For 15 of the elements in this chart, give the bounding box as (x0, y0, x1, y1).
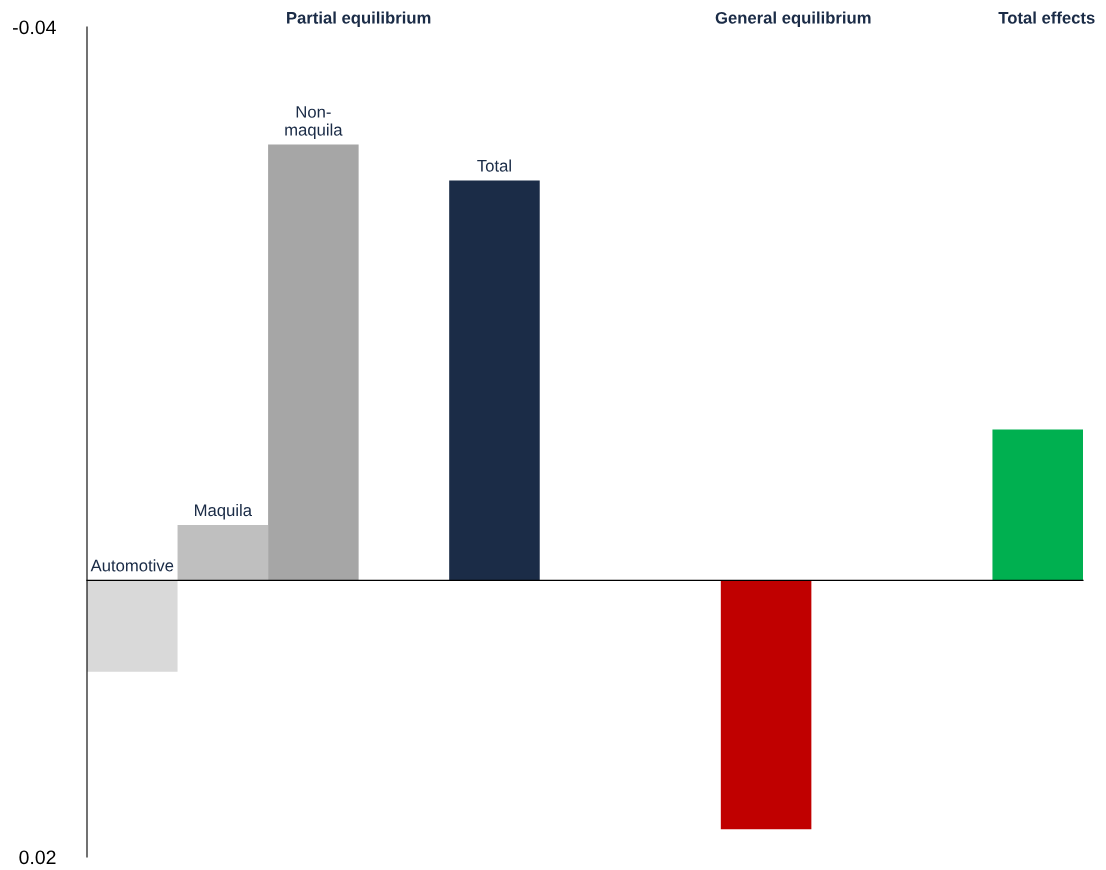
x-tick-label: Non- maquila (285, 106, 343, 140)
annotation: General equilibrium (715, 11, 871, 27)
y-tick-label: -0.04 (12, 20, 56, 35)
x-tick-label: Automotive (90, 559, 174, 572)
annotation: Partial equilibrium (287, 11, 431, 27)
x-tick-label: Maquila (195, 503, 252, 520)
bar (268, 144, 359, 581)
x-tick-label: Total (477, 159, 511, 172)
bar (177, 525, 269, 581)
bar (87, 580, 178, 672)
y-tick-label: 0.02 (19, 850, 56, 865)
text: Total effects (998, 11, 1095, 24)
bar (992, 429, 1083, 581)
bar (449, 180, 540, 581)
bar (720, 580, 812, 830)
